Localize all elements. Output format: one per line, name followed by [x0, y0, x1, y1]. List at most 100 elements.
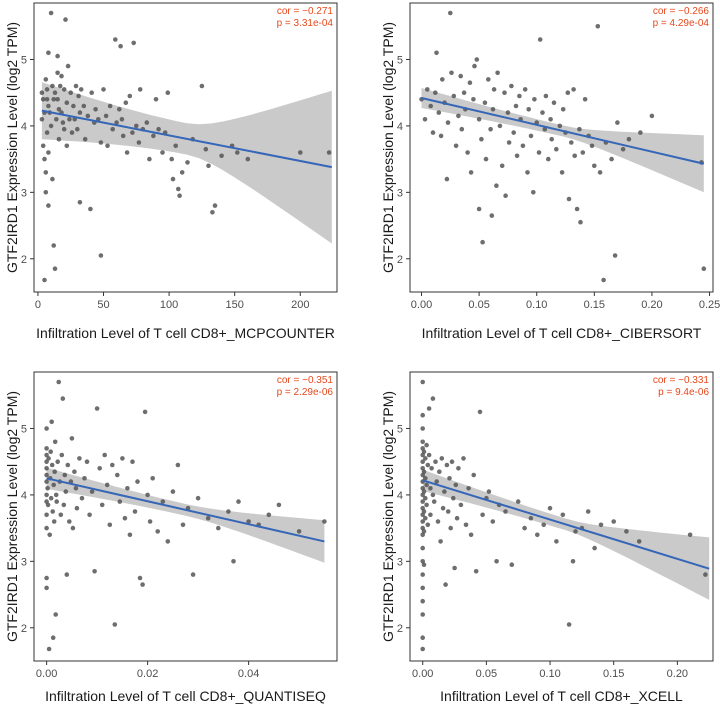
- x-tick-label: 100: [160, 299, 178, 311]
- x-tick-label: 0.10: [539, 668, 560, 680]
- data-point: [76, 93, 81, 99]
- y-tick-label: 2: [397, 254, 403, 266]
- plot-frame: [33, 2, 338, 293]
- data-point: [440, 505, 446, 511]
- data-point: [425, 462, 431, 468]
- data-point: [468, 170, 474, 175]
- data-point: [45, 486, 50, 491]
- data-point: [420, 585, 426, 591]
- data-point: [52, 266, 58, 272]
- data-point: [49, 462, 55, 468]
- data-point: [59, 73, 64, 79]
- data-point: [176, 186, 181, 192]
- data-point: [179, 170, 185, 175]
- data-point: [459, 126, 465, 132]
- data-point: [443, 582, 448, 587]
- data-point: [77, 200, 83, 205]
- data-point: [101, 87, 106, 92]
- data-point: [420, 426, 426, 431]
- data-point: [48, 123, 54, 129]
- data-point: [160, 150, 165, 155]
- regression-line: [41, 109, 332, 169]
- data-point: [147, 519, 153, 524]
- chart-panel-1: 0 50 100 150 200 2 3 4 5 Infiltration Level of T …: [4, 2, 338, 341]
- data-point: [514, 153, 520, 159]
- y-tick-label: 4: [21, 490, 27, 502]
- data-point: [580, 150, 586, 155]
- data-point: [276, 502, 282, 508]
- data-point: [490, 519, 496, 524]
- data-point: [40, 143, 46, 149]
- data-point: [592, 163, 597, 169]
- data-point: [489, 213, 495, 218]
- data-point: [537, 37, 543, 42]
- data-point: [515, 499, 521, 504]
- data-point: [420, 439, 426, 445]
- data-point: [551, 100, 557, 105]
- data-point: [130, 130, 135, 135]
- data-point: [420, 499, 426, 504]
- data-point: [75, 126, 80, 132]
- data-point: [97, 466, 102, 471]
- data-point: [210, 210, 215, 215]
- data-point: [547, 505, 553, 511]
- data-point: [425, 522, 431, 528]
- data-point: [522, 525, 527, 531]
- data-point: [420, 572, 426, 577]
- data-point: [452, 565, 457, 571]
- data-point: [597, 170, 603, 175]
- data-point: [74, 505, 80, 511]
- x-tick-label: 0.20: [667, 668, 688, 680]
- data-point: [82, 476, 87, 481]
- y-tick-label: 2: [21, 254, 27, 266]
- data-point: [420, 598, 426, 604]
- data-point: [119, 117, 125, 122]
- data-point: [471, 97, 476, 102]
- data-point: [142, 409, 148, 415]
- data-point: [437, 469, 442, 475]
- plot-frame: [409, 2, 714, 293]
- data-point: [424, 482, 429, 488]
- x-tick-label: 200: [291, 299, 309, 311]
- data-point: [43, 190, 49, 195]
- data-point: [461, 456, 466, 461]
- data-point: [467, 80, 473, 85]
- data-point: [46, 50, 51, 56]
- data-point: [44, 446, 49, 451]
- data-point: [494, 559, 499, 564]
- data-point: [98, 253, 104, 258]
- data-point: [444, 176, 450, 182]
- data-point: [703, 572, 708, 577]
- data-point: [626, 136, 632, 142]
- data-point: [531, 190, 536, 195]
- data-point: [150, 476, 155, 481]
- data-point: [107, 103, 113, 109]
- data-point: [421, 529, 427, 534]
- data-point: [442, 489, 447, 494]
- data-point: [494, 183, 499, 188]
- data-point: [573, 529, 578, 534]
- data-point: [620, 146, 626, 152]
- y-axis-title: GTF2IRD1 Expression Level (log2 TPM): [380, 22, 396, 273]
- regression-line: [422, 479, 710, 570]
- data-point: [165, 539, 171, 544]
- data-point: [44, 585, 49, 591]
- data-point: [82, 136, 88, 142]
- data-point: [45, 502, 51, 508]
- data-point: [42, 277, 47, 283]
- data-point: [424, 502, 429, 508]
- data-point: [62, 472, 68, 478]
- data-point: [480, 512, 485, 518]
- data-point: [88, 206, 93, 212]
- data-point: [51, 482, 56, 488]
- data-point: [44, 452, 49, 458]
- data-point: [110, 126, 115, 132]
- data-point: [421, 489, 427, 494]
- data-point: [502, 90, 507, 95]
- data-point: [102, 452, 107, 458]
- data-point: [50, 83, 55, 89]
- data-point: [423, 476, 428, 481]
- data-point: [434, 50, 439, 56]
- data-point: [430, 396, 436, 401]
- data-point: [42, 156, 47, 162]
